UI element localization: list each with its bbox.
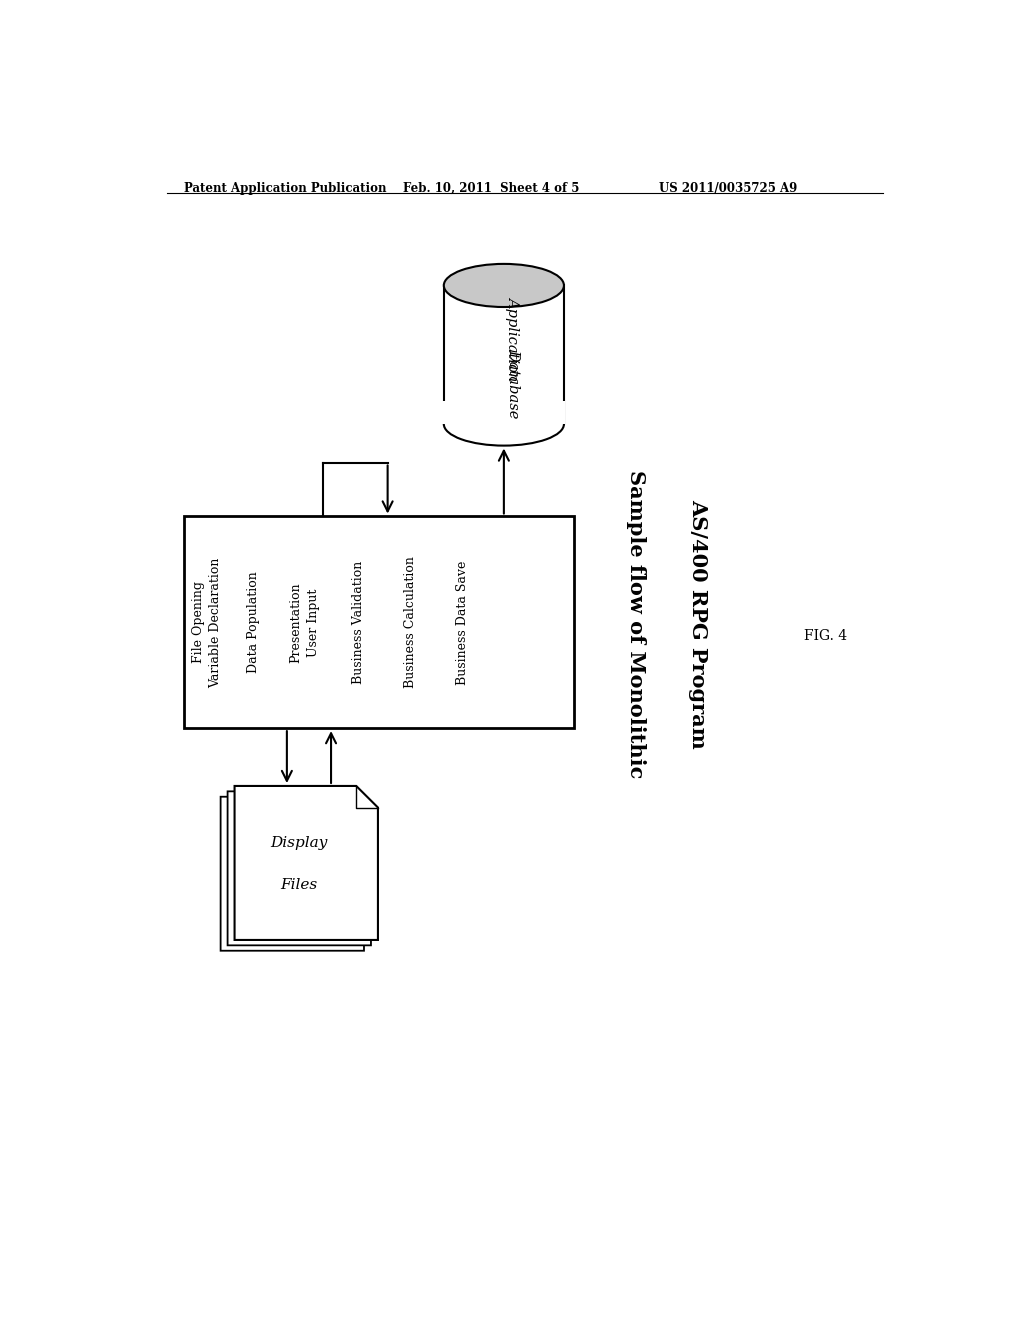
Text: Data Population: Data Population <box>247 572 260 673</box>
Text: Patent Application Publication: Patent Application Publication <box>183 182 386 194</box>
Text: FIG. 4: FIG. 4 <box>804 628 847 643</box>
Text: Presentation
User Input: Presentation User Input <box>289 582 321 663</box>
Text: Application: Application <box>506 296 520 380</box>
Text: US 2011/0035725 A9: US 2011/0035725 A9 <box>658 182 797 194</box>
Text: Files: Files <box>281 878 317 891</box>
Text: File Opening
Variable Declaration: File Opening Variable Declaration <box>191 557 222 688</box>
Polygon shape <box>227 792 371 945</box>
Text: Feb. 10, 2011  Sheet 4 of 5: Feb. 10, 2011 Sheet 4 of 5 <box>403 182 580 194</box>
Polygon shape <box>234 785 378 940</box>
Text: Sample flow of Monolithic: Sample flow of Monolithic <box>626 470 645 779</box>
Text: Display: Display <box>270 836 328 850</box>
Ellipse shape <box>443 264 564 308</box>
Bar <box>442 401 565 424</box>
Text: Business Data Save: Business Data Save <box>457 560 469 685</box>
Bar <box>443 285 564 424</box>
Text: AS/400 RPG Program: AS/400 RPG Program <box>688 499 708 750</box>
Text: Business Validation: Business Validation <box>352 561 366 684</box>
Text: Business Calculation: Business Calculation <box>404 557 418 688</box>
Polygon shape <box>220 797 364 950</box>
Ellipse shape <box>443 403 564 446</box>
Text: Database: Database <box>506 350 520 418</box>
Bar <box>183 516 573 729</box>
